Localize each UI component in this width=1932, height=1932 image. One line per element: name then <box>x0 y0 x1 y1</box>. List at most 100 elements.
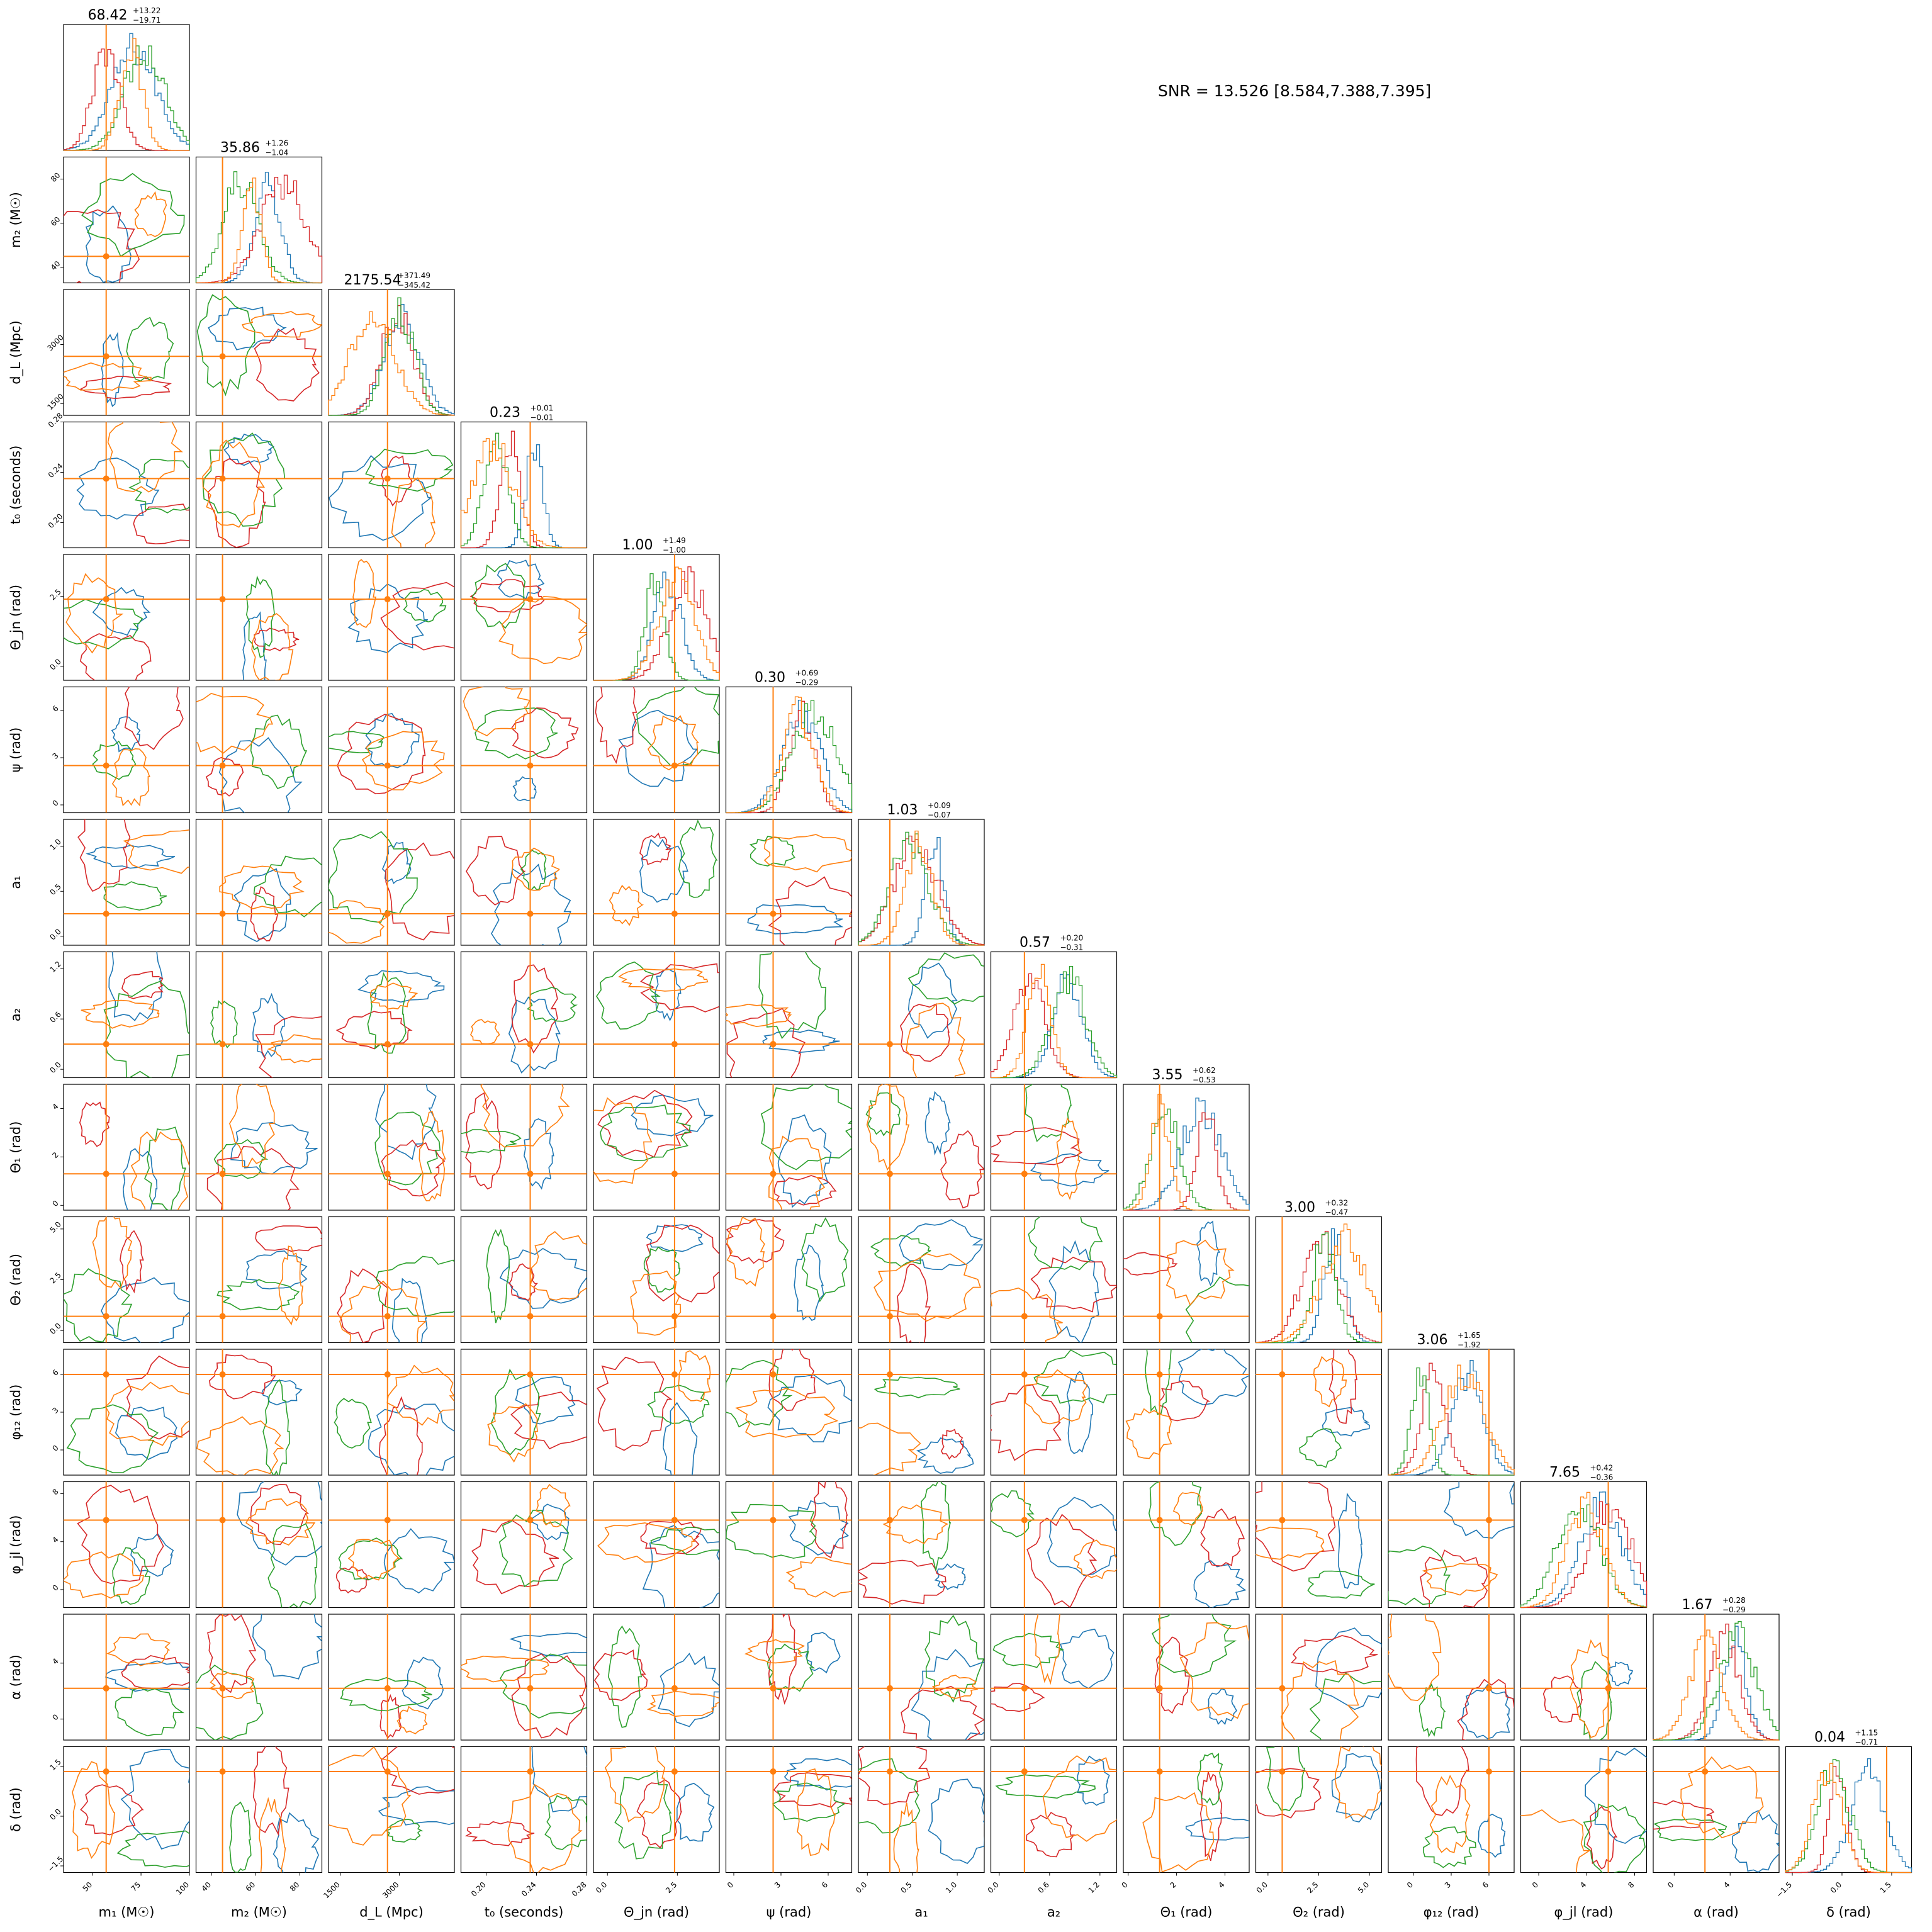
contour-panel-m2-t0 <box>195 421 323 549</box>
hist-series-1 <box>726 700 853 814</box>
hist-frame <box>1653 1614 1780 1741</box>
contour-panel-t0-psi <box>460 686 588 814</box>
contour-panel-thetajn-psi <box>593 686 720 814</box>
contour-series-0 <box>383 1528 454 1594</box>
contour-panel-phi12-delta <box>1388 1746 1515 1873</box>
truth-marker <box>103 1371 110 1378</box>
contour-frame <box>990 1746 1118 1873</box>
hist-panel-delta: 0.04 +1.15−0.71 <box>1785 1729 1912 1873</box>
hist-series-2 <box>593 573 719 681</box>
contour-frame <box>1388 1614 1515 1741</box>
contour-series-0 <box>1337 1492 1363 1589</box>
contour-series-3 <box>1025 1369 1088 1425</box>
contour-series-3 <box>604 1746 666 1822</box>
contour-series-3 <box>536 1483 571 1527</box>
truth-marker <box>671 1517 678 1524</box>
contour-series-0 <box>272 1812 320 1873</box>
title-plus: +1.65 <box>1457 1331 1481 1340</box>
contour-panel-m1-a1 <box>63 819 190 946</box>
contour-series-2 <box>992 1632 1064 1668</box>
contour-series-2 <box>921 1481 952 1571</box>
hist-panel-phi12: 3.06 +1.65−1.92 <box>1388 1331 1515 1476</box>
panel-title-delta: 0.04 <box>1814 1730 1845 1746</box>
contour-series-3 <box>1281 1660 1359 1740</box>
x-tick-label: 0.0 <box>986 1880 1001 1895</box>
y-tick-label: 4 <box>51 1535 60 1544</box>
y-tick-label: 3 <box>51 751 60 761</box>
contour-series-0 <box>1047 1497 1117 1576</box>
contour-series-0 <box>1331 1753 1382 1822</box>
truth-marker <box>527 911 534 917</box>
contour-series-3 <box>931 1675 979 1699</box>
truth-marker <box>384 1768 391 1775</box>
contour-series-2 <box>92 740 137 780</box>
truth-marker <box>527 1517 534 1524</box>
x-tick-label: 1.2 <box>1087 1880 1101 1895</box>
truth-marker <box>770 1517 777 1524</box>
contour-series-3 <box>1172 1491 1203 1526</box>
truth-marker <box>219 1371 226 1378</box>
x-tick-label: 0 <box>1405 1880 1415 1890</box>
contour-panel-dL-phijl <box>328 1481 455 1609</box>
contour-series-2 <box>262 1379 290 1475</box>
contour-panel-t0-delta <box>460 1746 588 1873</box>
contour-series-2 <box>253 855 322 918</box>
truth-marker <box>103 1313 110 1320</box>
contour-series-3 <box>763 834 852 873</box>
truth-marker <box>770 1768 777 1775</box>
hist-series-3 <box>1255 1223 1383 1344</box>
contour-series-1 <box>79 633 152 680</box>
contour-series-2 <box>267 1523 318 1608</box>
x-axis-label-alpha: α (rad) <box>1693 1905 1739 1920</box>
y-tick-label: 0.20 <box>47 512 65 530</box>
contour-series-2 <box>726 1359 793 1428</box>
contour-series-2 <box>340 1676 432 1712</box>
contour-series-3 <box>1179 1622 1249 1719</box>
contour-series-2 <box>112 1547 150 1605</box>
contour-frame <box>858 951 985 1079</box>
y-tick-label: 0 <box>51 1712 60 1722</box>
hist-series-0 <box>1653 1626 1780 1741</box>
contour-frame <box>593 1614 720 1741</box>
contour-series-2 <box>196 294 256 396</box>
contour-frame <box>858 1614 985 1741</box>
contour-series-3 <box>208 1671 255 1700</box>
contour-series-0 <box>1208 1688 1237 1726</box>
contour-series-3 <box>726 1216 765 1287</box>
contour-frame <box>195 554 323 681</box>
panel-title-m2: 35.86 <box>220 140 260 156</box>
y-tick-label: 0 <box>51 799 60 808</box>
contour-series-3 <box>242 311 322 338</box>
contour-series-0 <box>646 1224 704 1252</box>
contour-series-2 <box>1145 1349 1172 1415</box>
contour-series-0 <box>85 845 176 869</box>
truth-marker <box>527 1768 534 1775</box>
contour-frame <box>593 686 720 814</box>
contour-frame <box>593 1349 720 1476</box>
contour-frame <box>1123 1746 1250 1873</box>
contour-series-2 <box>1033 1349 1117 1404</box>
title-plus: +371.49 <box>398 271 430 280</box>
contour-frame <box>1388 1481 1515 1609</box>
truth-marker <box>887 1371 893 1378</box>
contour-series-1 <box>639 833 672 865</box>
contour-panel-theta2-delta <box>1255 1746 1383 1873</box>
contour-panel-thetajn-a1 <box>593 819 720 946</box>
hist-series-0 <box>1785 1758 1912 1873</box>
contour-series-1 <box>511 964 558 1054</box>
truth-marker <box>770 1171 777 1177</box>
y-tick-label: 3000 <box>45 333 65 352</box>
contour-series-2 <box>1388 1546 1451 1605</box>
truth-marker <box>1279 1517 1286 1524</box>
contour-frame <box>328 421 455 549</box>
contour-frame <box>460 1216 588 1344</box>
contour-series-0 <box>223 434 274 466</box>
truth-marker <box>671 1041 678 1048</box>
contour-panel-m1-a2 <box>63 951 190 1079</box>
contour-panel-theta1-theta2 <box>1123 1216 1250 1344</box>
contour-series-3 <box>65 573 124 654</box>
x-tick-label: 0.28 <box>570 1880 588 1899</box>
contour-series-3 <box>329 900 388 944</box>
contour-series-1 <box>768 876 852 945</box>
title-minus: −0.31 <box>1060 943 1084 952</box>
